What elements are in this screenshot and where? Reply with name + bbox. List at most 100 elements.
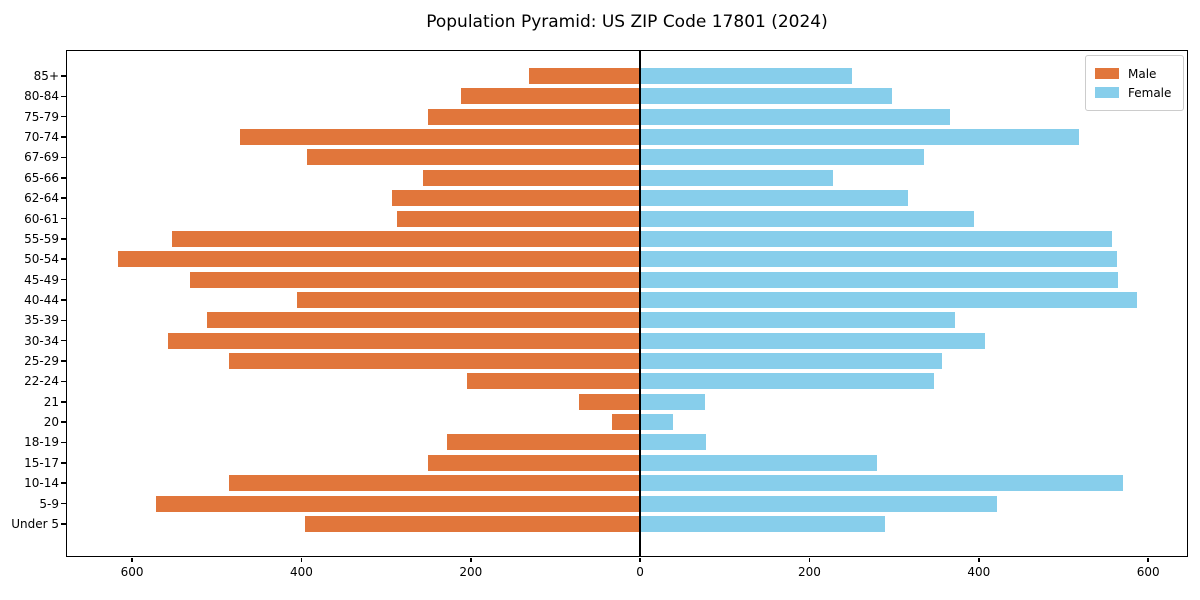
xtick-label-600-0: 600 <box>120 565 144 579</box>
ytick-label-10-14: 10-14 <box>24 476 59 491</box>
ytick-mark-62-64 <box>61 197 66 199</box>
ytick-mark-18-19 <box>61 441 66 444</box>
bar-female-30-34 <box>640 332 985 349</box>
bar-female-62-64 <box>640 190 908 207</box>
ytick-label-55-59: 55-59 <box>24 231 59 246</box>
bar-male-75-79 <box>428 108 641 125</box>
ytick-mark-60-61 <box>61 217 66 220</box>
legend-entry-female: Female <box>1095 84 1174 101</box>
xtick-mark-400-1 <box>300 557 303 562</box>
ytick-mark-35-39 <box>61 319 66 322</box>
xtick-mark-600-0 <box>131 557 133 562</box>
bar-male-18-19 <box>447 434 641 451</box>
ytick-mark-15-17 <box>61 462 66 464</box>
bar-male-15-17 <box>428 454 641 471</box>
bar-male-62-64 <box>392 190 641 207</box>
ytick-mark-Under 5 <box>61 523 66 525</box>
bar-male-10-14 <box>229 475 641 492</box>
xtick-label-400-1: 400 <box>289 565 313 579</box>
xtick-mark-600-6 <box>1147 557 1149 562</box>
bar-female-Under 5 <box>640 515 885 532</box>
ytick-mark-67-69 <box>61 156 66 159</box>
ytick-label-21: 21 <box>43 394 59 409</box>
zero-axis-line <box>639 50 641 557</box>
ytick-mark-75-79 <box>61 115 66 118</box>
xtick-label-600-6: 600 <box>1136 565 1160 579</box>
bar-female-55-59 <box>640 230 1112 247</box>
bar-male-45-49 <box>190 271 641 288</box>
bar-female-20 <box>640 414 674 431</box>
legend: Male Female <box>1085 55 1184 111</box>
xtick-label-200-4: 200 <box>798 565 821 579</box>
ytick-mark-22-24 <box>61 380 66 383</box>
xtick-label-400-5: 400 <box>967 565 991 579</box>
ytick-mark-80-84 <box>61 95 66 98</box>
ytick-mark-55-59 <box>61 238 66 240</box>
ytick-mark-5-9 <box>61 502 66 505</box>
bar-male-55-59 <box>171 230 641 247</box>
ytick-label-35-39: 35-39 <box>24 313 59 328</box>
bar-female-60-61 <box>640 210 974 227</box>
bar-male-35-39 <box>207 312 641 329</box>
ytick-label-70-74: 70-74 <box>24 130 59 145</box>
ytick-label-75-79: 75-79 <box>24 109 59 124</box>
ytick-mark-10-14 <box>61 482 66 484</box>
bar-female-5-9 <box>640 495 998 512</box>
bar-female-21 <box>640 393 706 410</box>
bar-male-70-74 <box>239 129 641 146</box>
ytick-label-50-54: 50-54 <box>24 252 59 267</box>
bar-male-25-29 <box>229 353 641 370</box>
bar-female-70-74 <box>640 129 1079 146</box>
xtick-label-0-3: 0 <box>636 565 644 579</box>
ytick-mark-70-74 <box>61 136 66 138</box>
ytick-label-18-19: 18-19 <box>24 435 59 450</box>
bar-female-50-54 <box>640 251 1117 268</box>
ytick-mark-25-29 <box>61 360 66 362</box>
bar-male-21 <box>579 393 641 410</box>
xtick-label-200-2: 200 <box>459 565 483 579</box>
ytick-mark-20 <box>61 421 66 423</box>
ytick-label-20: 20 <box>43 415 59 430</box>
ytick-mark-21 <box>61 401 66 403</box>
ytick-mark-85+ <box>61 75 66 77</box>
bar-male-Under 5 <box>304 515 641 532</box>
bar-female-35-39 <box>640 312 956 329</box>
bar-female-67-69 <box>640 149 924 166</box>
ytick-mark-65-66 <box>61 177 66 179</box>
xtick-mark-400-5 <box>978 557 980 562</box>
bar-male-40-44 <box>297 291 641 308</box>
ytick-mark-50-54 <box>61 258 66 260</box>
bar-male-20 <box>612 414 641 431</box>
ytick-label-80-84: 80-84 <box>24 89 59 104</box>
bar-female-15-17 <box>640 454 878 471</box>
bar-male-50-54 <box>117 251 641 268</box>
ytick-label-5-9: 5-9 <box>39 496 59 511</box>
bar-male-85+ <box>529 68 641 84</box>
bar-female-85+ <box>640 68 852 84</box>
xtick-mark-0-3 <box>639 557 641 562</box>
bar-female-45-49 <box>640 271 1118 288</box>
bar-female-75-79 <box>640 108 951 125</box>
bar-female-10-14 <box>640 475 1123 492</box>
legend-female-label: Female <box>1128 85 1172 100</box>
ytick-label-62-64: 62-64 <box>24 191 59 206</box>
bar-female-80-84 <box>640 88 892 105</box>
ytick-mark-45-49 <box>61 278 66 281</box>
male-series-swatch-icon <box>1095 68 1119 79</box>
ytick-mark-40-44 <box>61 299 66 301</box>
bar-female-40-44 <box>640 291 1138 308</box>
xtick-mark-200-2 <box>470 557 472 562</box>
ytick-label-45-49: 45-49 <box>24 272 59 287</box>
bar-female-22-24 <box>640 373 934 390</box>
ytick-label-15-17: 15-17 <box>24 455 59 470</box>
ytick-label-30-34: 30-34 <box>24 333 59 348</box>
ytick-label-22-24: 22-24 <box>24 374 59 389</box>
ytick-label-60-61: 60-61 <box>24 211 59 226</box>
xtick-mark-200-4 <box>808 557 811 562</box>
ytick-label-25-29: 25-29 <box>24 354 59 369</box>
chart-title: Population Pyramid: US ZIP Code 17801 (2… <box>426 12 828 32</box>
ytick-label-85+: 85+ <box>33 69 59 83</box>
legend-entry-male: Male <box>1095 65 1174 82</box>
bar-female-18-19 <box>640 434 707 451</box>
bar-female-25-29 <box>640 353 942 370</box>
